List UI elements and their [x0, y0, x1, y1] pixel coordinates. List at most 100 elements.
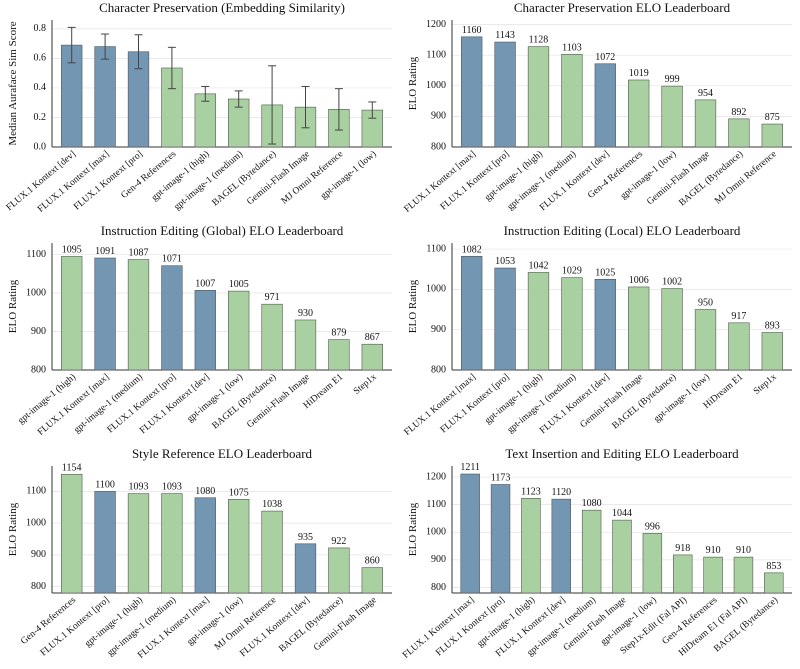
y-tick-label: 1000	[26, 517, 46, 528]
value-label: 1093	[129, 482, 149, 493]
y-tick-label: 800	[31, 364, 46, 375]
value-label: 999	[665, 74, 680, 85]
bar	[561, 53, 583, 148]
bar	[594, 278, 616, 371]
bar	[612, 519, 632, 594]
bar	[728, 118, 750, 148]
error-bar	[167, 46, 176, 90]
error-bar	[234, 90, 243, 108]
x-tick-label: gpt-image-1 (high)	[16, 372, 78, 427]
bar	[127, 259, 150, 371]
bar	[228, 290, 250, 371]
bar	[161, 493, 183, 594]
value-label: 1091	[95, 246, 115, 257]
x-tick-label: gpt-image-1 (high)	[483, 149, 545, 204]
y-axis-label: Median Auraface Sim Score	[7, 21, 19, 145]
y-tick-label: 1000	[426, 527, 446, 538]
bar	[642, 533, 663, 594]
y-tick-label: 0.0	[34, 141, 47, 152]
error-bar	[134, 34, 143, 70]
y-tick-label: 1100	[426, 499, 446, 510]
error-bar	[201, 85, 210, 102]
error-bar	[101, 33, 110, 60]
bar	[94, 46, 116, 148]
value-label: 996	[645, 521, 660, 532]
bar	[294, 319, 317, 371]
x-tick-label: gpt-image-1 (high)	[83, 595, 145, 650]
chart-panel: Character Preservation (Embedding Simila…	[5, 0, 392, 215]
value-label: 1002	[662, 277, 682, 288]
value-label: 1173	[491, 472, 511, 483]
bar	[461, 256, 483, 371]
bar	[521, 498, 541, 594]
bar	[551, 498, 571, 594]
bar	[761, 332, 783, 371]
error-bar	[334, 88, 343, 131]
y-tick-label: 800	[31, 581, 46, 592]
x-tick-label: gpt-image-1 (low)	[185, 595, 245, 648]
bar	[594, 63, 616, 148]
bar	[561, 277, 583, 371]
chart-title: Instruction Editing (Local) ELO Leaderbo…	[504, 223, 741, 238]
error-bar	[67, 26, 76, 64]
value-label: 1006	[629, 275, 649, 286]
value-label: 1080	[195, 486, 215, 497]
y-tick-label: 900	[431, 554, 446, 565]
y-tick-label: 0.4	[34, 82, 47, 93]
bar	[328, 547, 350, 594]
value-label: 875	[765, 112, 780, 123]
bar	[494, 41, 516, 148]
value-label: 910	[736, 545, 751, 556]
value-label: 917	[731, 311, 746, 322]
y-tick-label: 1100	[26, 249, 46, 260]
x-tick-label: gpt-image-1 (low)	[618, 149, 678, 202]
value-label: 1160	[462, 25, 482, 36]
y-axis-label: ELO Rating	[407, 56, 419, 110]
x-tick-label: MJ Omni Reference	[212, 595, 278, 653]
value-label: 1093	[162, 482, 182, 493]
value-label: 930	[298, 308, 313, 319]
bar	[94, 491, 116, 594]
value-label: 1120	[551, 487, 571, 498]
chart-panel: Style Reference ELO Leaderboard ELO Ratin…	[7, 446, 392, 661]
y-tick-label: 800	[431, 141, 446, 152]
x-tick-label: Gen-4 References	[19, 594, 79, 647]
y-tick-label: 800	[431, 582, 446, 593]
value-label: 1053	[495, 256, 515, 267]
bar	[494, 267, 516, 371]
y-tick-label: 1200	[426, 471, 446, 482]
x-tick-label: Gen-4 References	[119, 148, 179, 201]
value-label: 954	[698, 88, 713, 99]
x-tick-label: gpt-image-1 (low)	[652, 372, 712, 425]
error-bar	[268, 65, 277, 145]
bar	[61, 473, 83, 594]
value-label: 1100	[95, 479, 115, 490]
y-axis-label: ELO Rating	[7, 279, 19, 333]
bar	[61, 256, 83, 371]
bar	[194, 93, 216, 148]
y-tick-label: 800	[431, 364, 446, 375]
value-label: 853	[766, 561, 781, 572]
bar	[703, 556, 723, 594]
y-axis-label: ELO Rating	[407, 502, 419, 556]
bar	[694, 309, 717, 371]
x-tick-label: Gen-4 References	[586, 148, 646, 201]
value-label: 1071	[162, 254, 182, 265]
value-label: 1128	[529, 35, 549, 46]
value-label: 1025	[595, 267, 615, 278]
x-tick-label: gpt-image-1 (high)	[483, 372, 545, 427]
x-tick-label: Step1x	[352, 372, 379, 397]
chart-panel: Text Insertion and Editing ELO Leaderboa…	[401, 446, 792, 661]
bar	[527, 46, 550, 148]
bar	[294, 543, 317, 594]
y-axis-label: ELO Rating	[7, 502, 19, 556]
x-tick-label: Gemini-Flash Image	[312, 595, 378, 653]
value-label: 892	[731, 107, 746, 118]
value-label: 860	[365, 556, 380, 567]
x-tick-label: Step1x	[752, 372, 779, 397]
bar	[228, 499, 250, 594]
bar	[661, 288, 683, 371]
value-label: 922	[331, 536, 346, 547]
chart-title: Character Preservation ELO Leaderboard	[514, 0, 731, 15]
